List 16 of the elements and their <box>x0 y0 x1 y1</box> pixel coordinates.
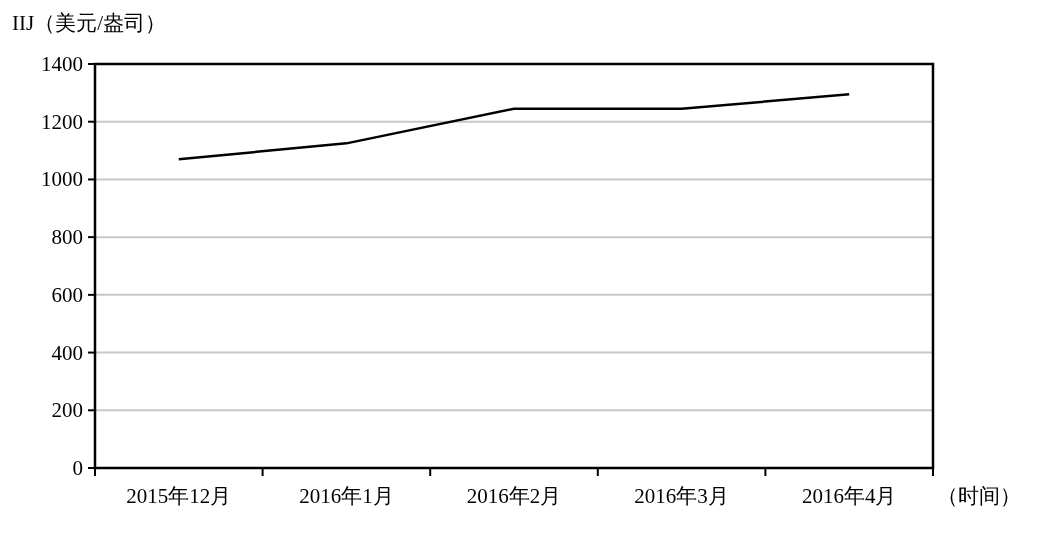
y-tick-label: 0 <box>72 456 83 480</box>
y-tick-label: 1200 <box>41 109 83 134</box>
x-tick-label: 2016年3月 <box>634 484 729 508</box>
y-tick-label: 1400 <box>41 52 83 76</box>
y-tick-label: 600 <box>51 282 83 307</box>
x-axis-title: （时间） <box>937 484 1021 508</box>
x-tick-label: 2016年2月 <box>466 484 562 508</box>
y-tick-label: 800 <box>51 225 83 250</box>
x-tick-label: 2016年4月 <box>801 484 897 508</box>
y-tick-label: 400 <box>51 340 83 365</box>
x-tick-label: 2016年1月 <box>299 484 394 508</box>
x-tick-label: 2015年12月 <box>126 484 232 508</box>
y-tick-label: 200 <box>51 398 83 423</box>
y-tick-label: 1000 <box>41 167 83 192</box>
line-series <box>177 93 851 161</box>
y-axis-title: IIJ（美元/盎司） <box>12 11 166 35</box>
